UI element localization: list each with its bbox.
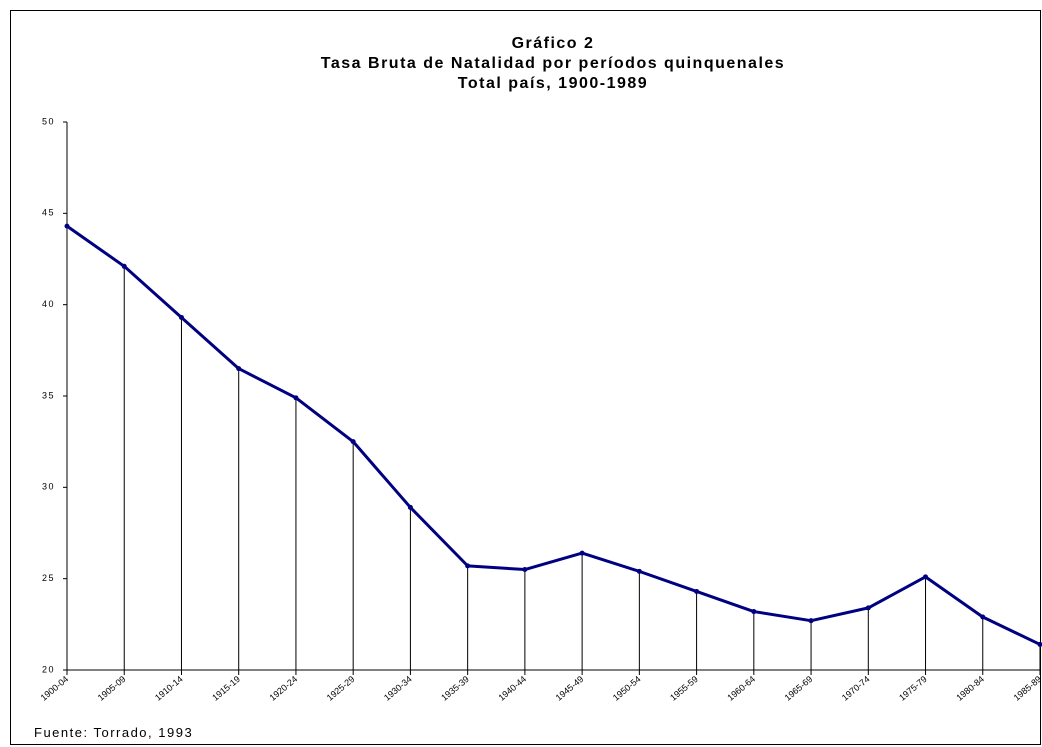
data-point [465, 563, 471, 569]
data-point [236, 366, 242, 372]
data-point [579, 550, 585, 556]
data-point [751, 609, 757, 615]
y-tick-label: 20 [42, 664, 55, 674]
chart-title: Gráfico 2 [512, 35, 595, 52]
data-point [293, 395, 299, 401]
chart-frame [10, 10, 1041, 745]
data-point [64, 223, 70, 229]
data-point [636, 568, 642, 574]
data-point [407, 504, 413, 510]
data-point [178, 314, 184, 320]
data-point [694, 588, 700, 594]
chart-subtitle: Total país, 1900-1989 [458, 75, 648, 92]
y-tick-label: 30 [42, 482, 55, 492]
data-point [980, 614, 986, 620]
source-note: Fuente: Torrado, 1993 [34, 725, 193, 740]
data-point [121, 263, 127, 269]
y-tick-label: 45 [42, 208, 55, 218]
data-line [66, 224, 1041, 646]
data-point [350, 439, 356, 445]
data-point [865, 605, 871, 611]
data-point [808, 618, 814, 624]
y-tick-label: 50 [42, 116, 55, 126]
y-tick-label: 40 [42, 299, 55, 309]
y-tick-label: 25 [42, 573, 55, 583]
data-point [1037, 641, 1042, 647]
data-point [923, 574, 929, 580]
data-point [522, 567, 528, 573]
y-tick-label: 35 [42, 390, 55, 400]
chart-subtitle: Tasa Bruta de Natalidad por períodos qui… [321, 55, 785, 72]
